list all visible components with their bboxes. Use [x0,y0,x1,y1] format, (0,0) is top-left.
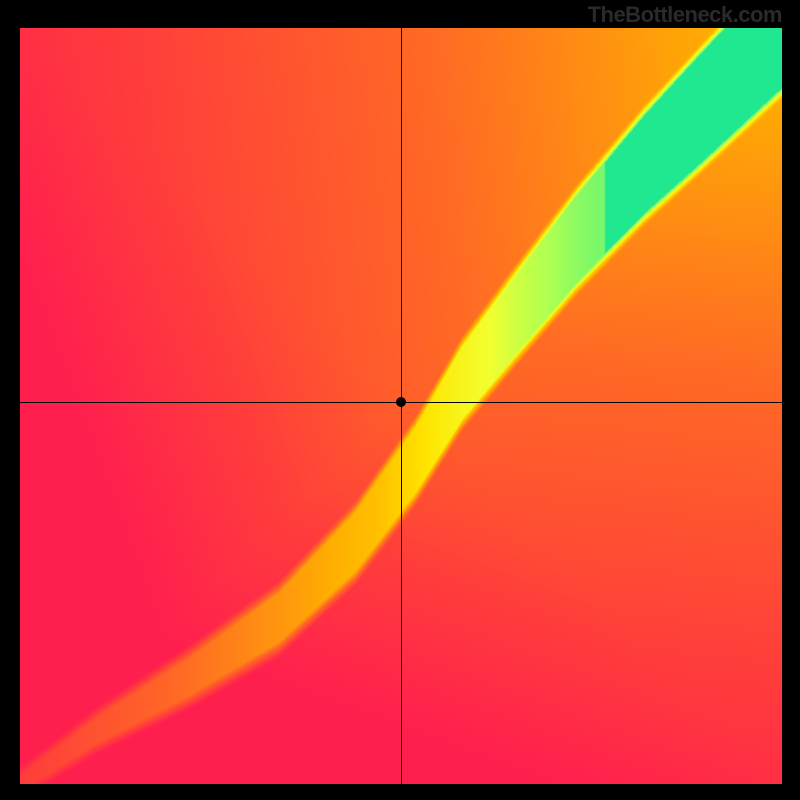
heatmap-plot [20,28,782,784]
chart-container: TheBottleneck.com [0,0,800,800]
watermark-text: TheBottleneck.com [588,2,782,28]
crosshair-marker [396,397,406,407]
